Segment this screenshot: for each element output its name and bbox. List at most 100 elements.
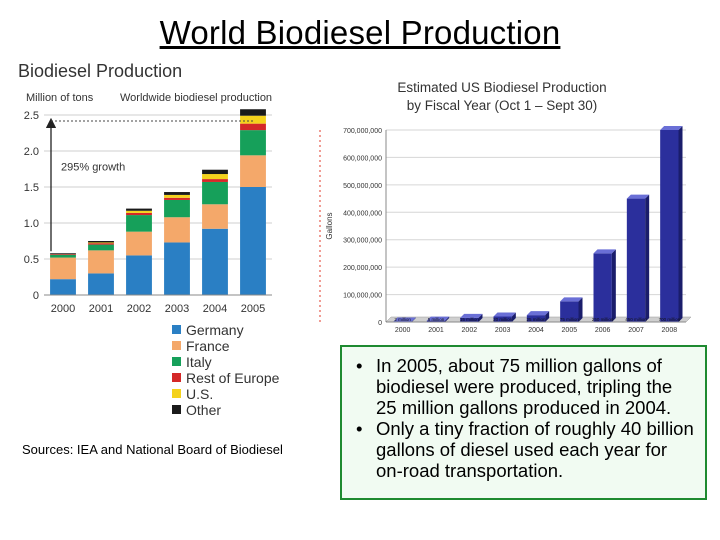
bar-side — [445, 316, 450, 322]
bar-segment — [126, 255, 152, 295]
bar-side — [611, 249, 616, 322]
bullet-text: Only a tiny fraction of roughly 40 billi… — [376, 418, 694, 481]
bar-segment — [164, 194, 190, 198]
bar-side — [545, 311, 550, 322]
bar-top — [426, 316, 450, 321]
bullet-text: In 2005, about 75 million gallons of bio… — [376, 355, 673, 418]
bar — [660, 130, 679, 322]
bar-segment — [240, 187, 266, 295]
bar-side — [645, 194, 650, 322]
bar-segment — [164, 197, 190, 200]
y-tick-label: 0 — [378, 320, 382, 327]
bar-segment — [240, 109, 266, 116]
bar-segment — [164, 217, 190, 243]
data-label: 2 million — [394, 317, 411, 322]
bar-segment — [202, 169, 228, 175]
legend-label: U.S. — [186, 386, 213, 402]
x-tick-label: 2002 — [462, 327, 478, 334]
us-production-chart: Estimated US Biodiesel Production by Fisc… — [319, 80, 692, 334]
legend-label: Italy — [186, 354, 212, 370]
data-label: 20 million — [493, 317, 513, 322]
x-tick-label: 2000 — [51, 303, 75, 315]
x-tick-label: 2004 — [203, 303, 227, 315]
data-label: 5 million — [428, 317, 445, 322]
bar-segment — [202, 228, 228, 295]
bar-segment — [202, 204, 228, 229]
bar-top — [593, 249, 616, 254]
x-tick-label: 2001 — [428, 327, 444, 334]
x-tick-label: 2008 — [662, 327, 678, 334]
y-tick-label: 200,000,000 — [343, 265, 382, 272]
bar-side — [411, 317, 416, 322]
x-tick-label: 2006 — [595, 327, 611, 334]
bullet-list: • In 2005, about 75 million gallons of bi… — [346, 355, 697, 481]
bar-segment — [126, 212, 152, 216]
data-label: 700 million — [659, 317, 681, 322]
bar-top — [526, 311, 550, 316]
bar-top — [493, 312, 516, 317]
bullet-icon: • — [356, 418, 363, 439]
chart-title: Biodiesel Production — [18, 61, 182, 81]
bar-segment — [88, 250, 114, 274]
bar-segment — [88, 273, 114, 295]
data-label: 25 million — [526, 317, 546, 322]
data-label: 75 million — [560, 317, 580, 322]
bar-top — [560, 297, 583, 302]
legend-swatch — [172, 357, 181, 366]
bar-segment — [88, 243, 114, 245]
bar — [626, 198, 646, 322]
bar-segment — [164, 192, 190, 195]
y-axis-label: Gallons — [325, 212, 334, 239]
x-tick-label: 2004 — [528, 327, 544, 334]
bar-segment — [240, 130, 266, 156]
chart-subtitle: by Fiscal Year (Oct 1 – Sept 30) — [407, 98, 598, 113]
legend-label: Germany — [186, 322, 244, 338]
data-label: 15 million — [460, 317, 480, 322]
x-tick-label: 2003 — [165, 303, 189, 315]
bullet-icon: • — [356, 355, 363, 376]
y-axis-label: Million of tons — [26, 92, 94, 104]
bar-segment — [50, 279, 76, 295]
bar-top — [460, 313, 483, 318]
bar-top — [626, 194, 650, 199]
note-box: • In 2005, about 75 million gallons of bi… — [340, 345, 707, 500]
bar-segment — [240, 155, 266, 187]
bar-segment — [202, 174, 228, 180]
chart-subtitle: Worldwide biodiesel production — [120, 92, 272, 104]
bar-segment — [202, 179, 228, 182]
legend-swatch — [172, 325, 181, 334]
y-tick-label: 300,000,000 — [343, 238, 382, 245]
bar-segment — [126, 208, 152, 211]
bar-segment — [126, 215, 152, 232]
bullet-item: • Only a tiny fraction of roughly 40 bill… — [346, 418, 697, 481]
bar-segment — [126, 210, 152, 213]
legend-label: France — [186, 338, 230, 354]
bar-segment — [88, 244, 114, 251]
y-tick-label: 100,000,000 — [343, 293, 382, 300]
data-label: 250 million — [592, 317, 614, 322]
y-tick-label: 700,000,000 — [343, 128, 382, 135]
bar-side — [678, 126, 683, 322]
x-tick-label: 2005 — [562, 327, 578, 334]
bar-segment — [50, 254, 76, 258]
y-tick-label: 1.0 — [24, 218, 39, 230]
bar-segment — [240, 123, 266, 131]
bar-segment — [126, 231, 152, 256]
y-tick-label: 400,000,000 — [343, 210, 382, 217]
bullet-item: • In 2005, about 75 million gallons of bi… — [346, 355, 697, 418]
x-tick-label: 2001 — [89, 303, 113, 315]
y-tick-label: 1.5 — [24, 182, 39, 194]
bar-side — [478, 313, 483, 322]
legend-label: Other — [186, 402, 221, 418]
bar-segment — [50, 253, 76, 254]
legend-label: Rest of Europe — [186, 370, 280, 386]
x-tick-label: 2003 — [495, 327, 511, 334]
bar-segment — [240, 115, 266, 124]
y-tick-label: 2.0 — [24, 146, 39, 158]
bar-segment — [88, 241, 114, 243]
y-tick-label: 2.5 — [24, 110, 39, 122]
bar-segment — [164, 242, 190, 295]
data-label: 450 million — [625, 317, 647, 322]
y-tick-label: 0 — [33, 290, 39, 302]
bar-side — [511, 312, 516, 322]
